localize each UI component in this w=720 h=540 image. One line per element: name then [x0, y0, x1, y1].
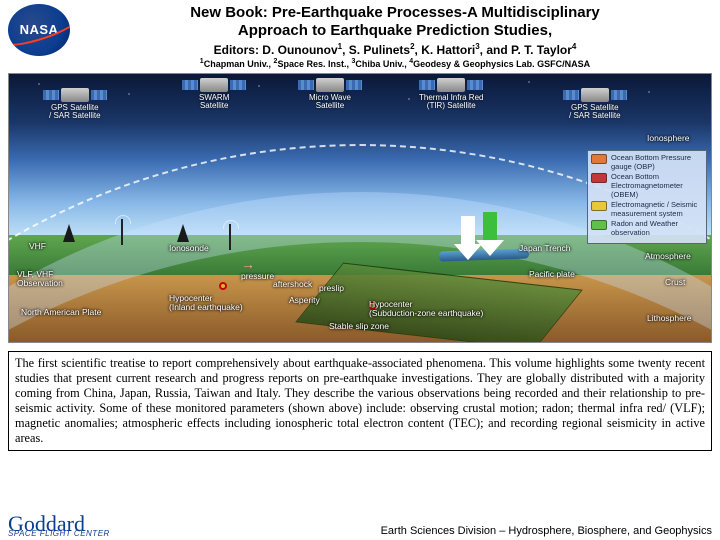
title-line-2: Approach to Earthquake Prediction Studie… [238, 22, 552, 39]
legend-row: Radon and Weather observation [591, 220, 703, 237]
diagram-label: VLF, VHFObservation [17, 270, 63, 288]
vlf-tower-icon [121, 219, 123, 245]
gps-station-icon [63, 224, 75, 242]
diagram-label: Pacific plate [529, 270, 575, 279]
layer-label: Crust [665, 278, 685, 287]
satellite-label: (TIR) Satellite [419, 102, 483, 110]
footer: Goddard SPACE FLIGHT CENTER Earth Scienc… [8, 516, 712, 537]
legend-row: Ocean Bottom Electromagnetometer (OBEM) [591, 173, 703, 199]
diagram-label: preslip [319, 284, 344, 293]
satellite: GPS Satellite/ SAR Satellite [569, 88, 621, 121]
legend-swatch [591, 173, 607, 183]
diagram-label: aftershock [273, 280, 312, 289]
legend-label: Radon and Weather observation [611, 220, 703, 237]
satellite-label: Satellite [309, 102, 351, 110]
goddard-logo: Goddard SPACE FLIGHT CENTER [8, 516, 110, 537]
satellite-label: / SAR Satellite [569, 112, 621, 120]
title-line-1: New Book: Pre-Earthquake Processes-A Mul… [190, 4, 600, 21]
layer-label: Atmosphere [645, 252, 691, 261]
header: New Book: Pre-Earthquake Processes-A Mul… [0, 0, 720, 69]
diagram-label: North American Plate [21, 308, 101, 317]
description-text: The first scientific treatise to report … [15, 356, 705, 445]
legend-swatch [591, 154, 607, 164]
legend: Ocean Bottom Pressure gauge (OBP) Ocean B… [587, 150, 707, 244]
legend-swatch [591, 201, 607, 211]
satellite-icon [316, 78, 344, 92]
affiliations: 1Chapman Univ., 2Space Res. Inst., 3Chib… [78, 58, 712, 69]
footer-division: Earth Sciences Division – Hydrosphere, B… [381, 525, 712, 537]
satellite-icon [61, 88, 89, 102]
pressure-arrow-icon: → [241, 256, 255, 272]
diagram-label: VHF [29, 242, 46, 251]
down-arrow-icon [483, 212, 497, 242]
diagram-label: Hypocenter(Inland earthquake) [169, 294, 243, 312]
satellite: GPS Satellite/ SAR Satellite [49, 88, 101, 121]
legend-label: Ocean Bottom Pressure gauge (OBP) [611, 154, 703, 171]
satellite-label: / SAR Satellite [49, 112, 101, 120]
legend-row: Electromagnetic / Seismic measurement sy… [591, 201, 703, 218]
down-arrow-icon [461, 216, 475, 246]
radon-station-icon [229, 224, 231, 250]
description-box: The first scientific treatise to report … [8, 351, 712, 451]
diagram-label: Hypocenter(Subduction-zone earthquake) [369, 300, 483, 318]
satellite-label: Satellite [199, 102, 229, 110]
diagram-label: Ionosonde [169, 244, 209, 253]
ionosonde-icon [177, 224, 189, 242]
satellite: Micro WaveSatellite [309, 78, 351, 111]
satellite-icon [437, 78, 465, 92]
legend-row: Ocean Bottom Pressure gauge (OBP) [591, 154, 703, 171]
satellite: SWARMSatellite [199, 78, 229, 111]
book-title: New Book: Pre-Earthquake Processes-A Mul… [78, 4, 712, 40]
diagram-label: Stable slip zone [329, 322, 389, 331]
legend-label: Ocean Bottom Electromagnetometer (OBEM) [611, 173, 703, 199]
legend-swatch [591, 220, 607, 230]
layer-label: Ionosphere [647, 134, 690, 143]
legend-label: Electromagnetic / Seismic measurement sy… [611, 201, 703, 218]
editors: Editors: D. Ounounov1, S. Pulinets2, K. … [78, 42, 712, 57]
layer-label: Lithosphere [647, 314, 691, 323]
nasa-logo-icon [8, 4, 70, 56]
earth-system-diagram: GPS Satellite/ SAR Satellite SWARMSatelli… [8, 73, 712, 343]
diagram-label: Asperity [289, 296, 320, 305]
title-block: New Book: Pre-Earthquake Processes-A Mul… [78, 4, 712, 69]
hypocenter-inland [219, 282, 227, 290]
satellite: Thermal Infra Red(TIR) Satellite [419, 78, 483, 111]
diagram-label: pressure [241, 272, 274, 281]
satellite-icon [581, 88, 609, 102]
goddard-sub: SPACE FLIGHT CENTER [8, 531, 110, 537]
satellite-icon [200, 78, 228, 92]
diagram-label: Japan Trench [519, 244, 571, 253]
